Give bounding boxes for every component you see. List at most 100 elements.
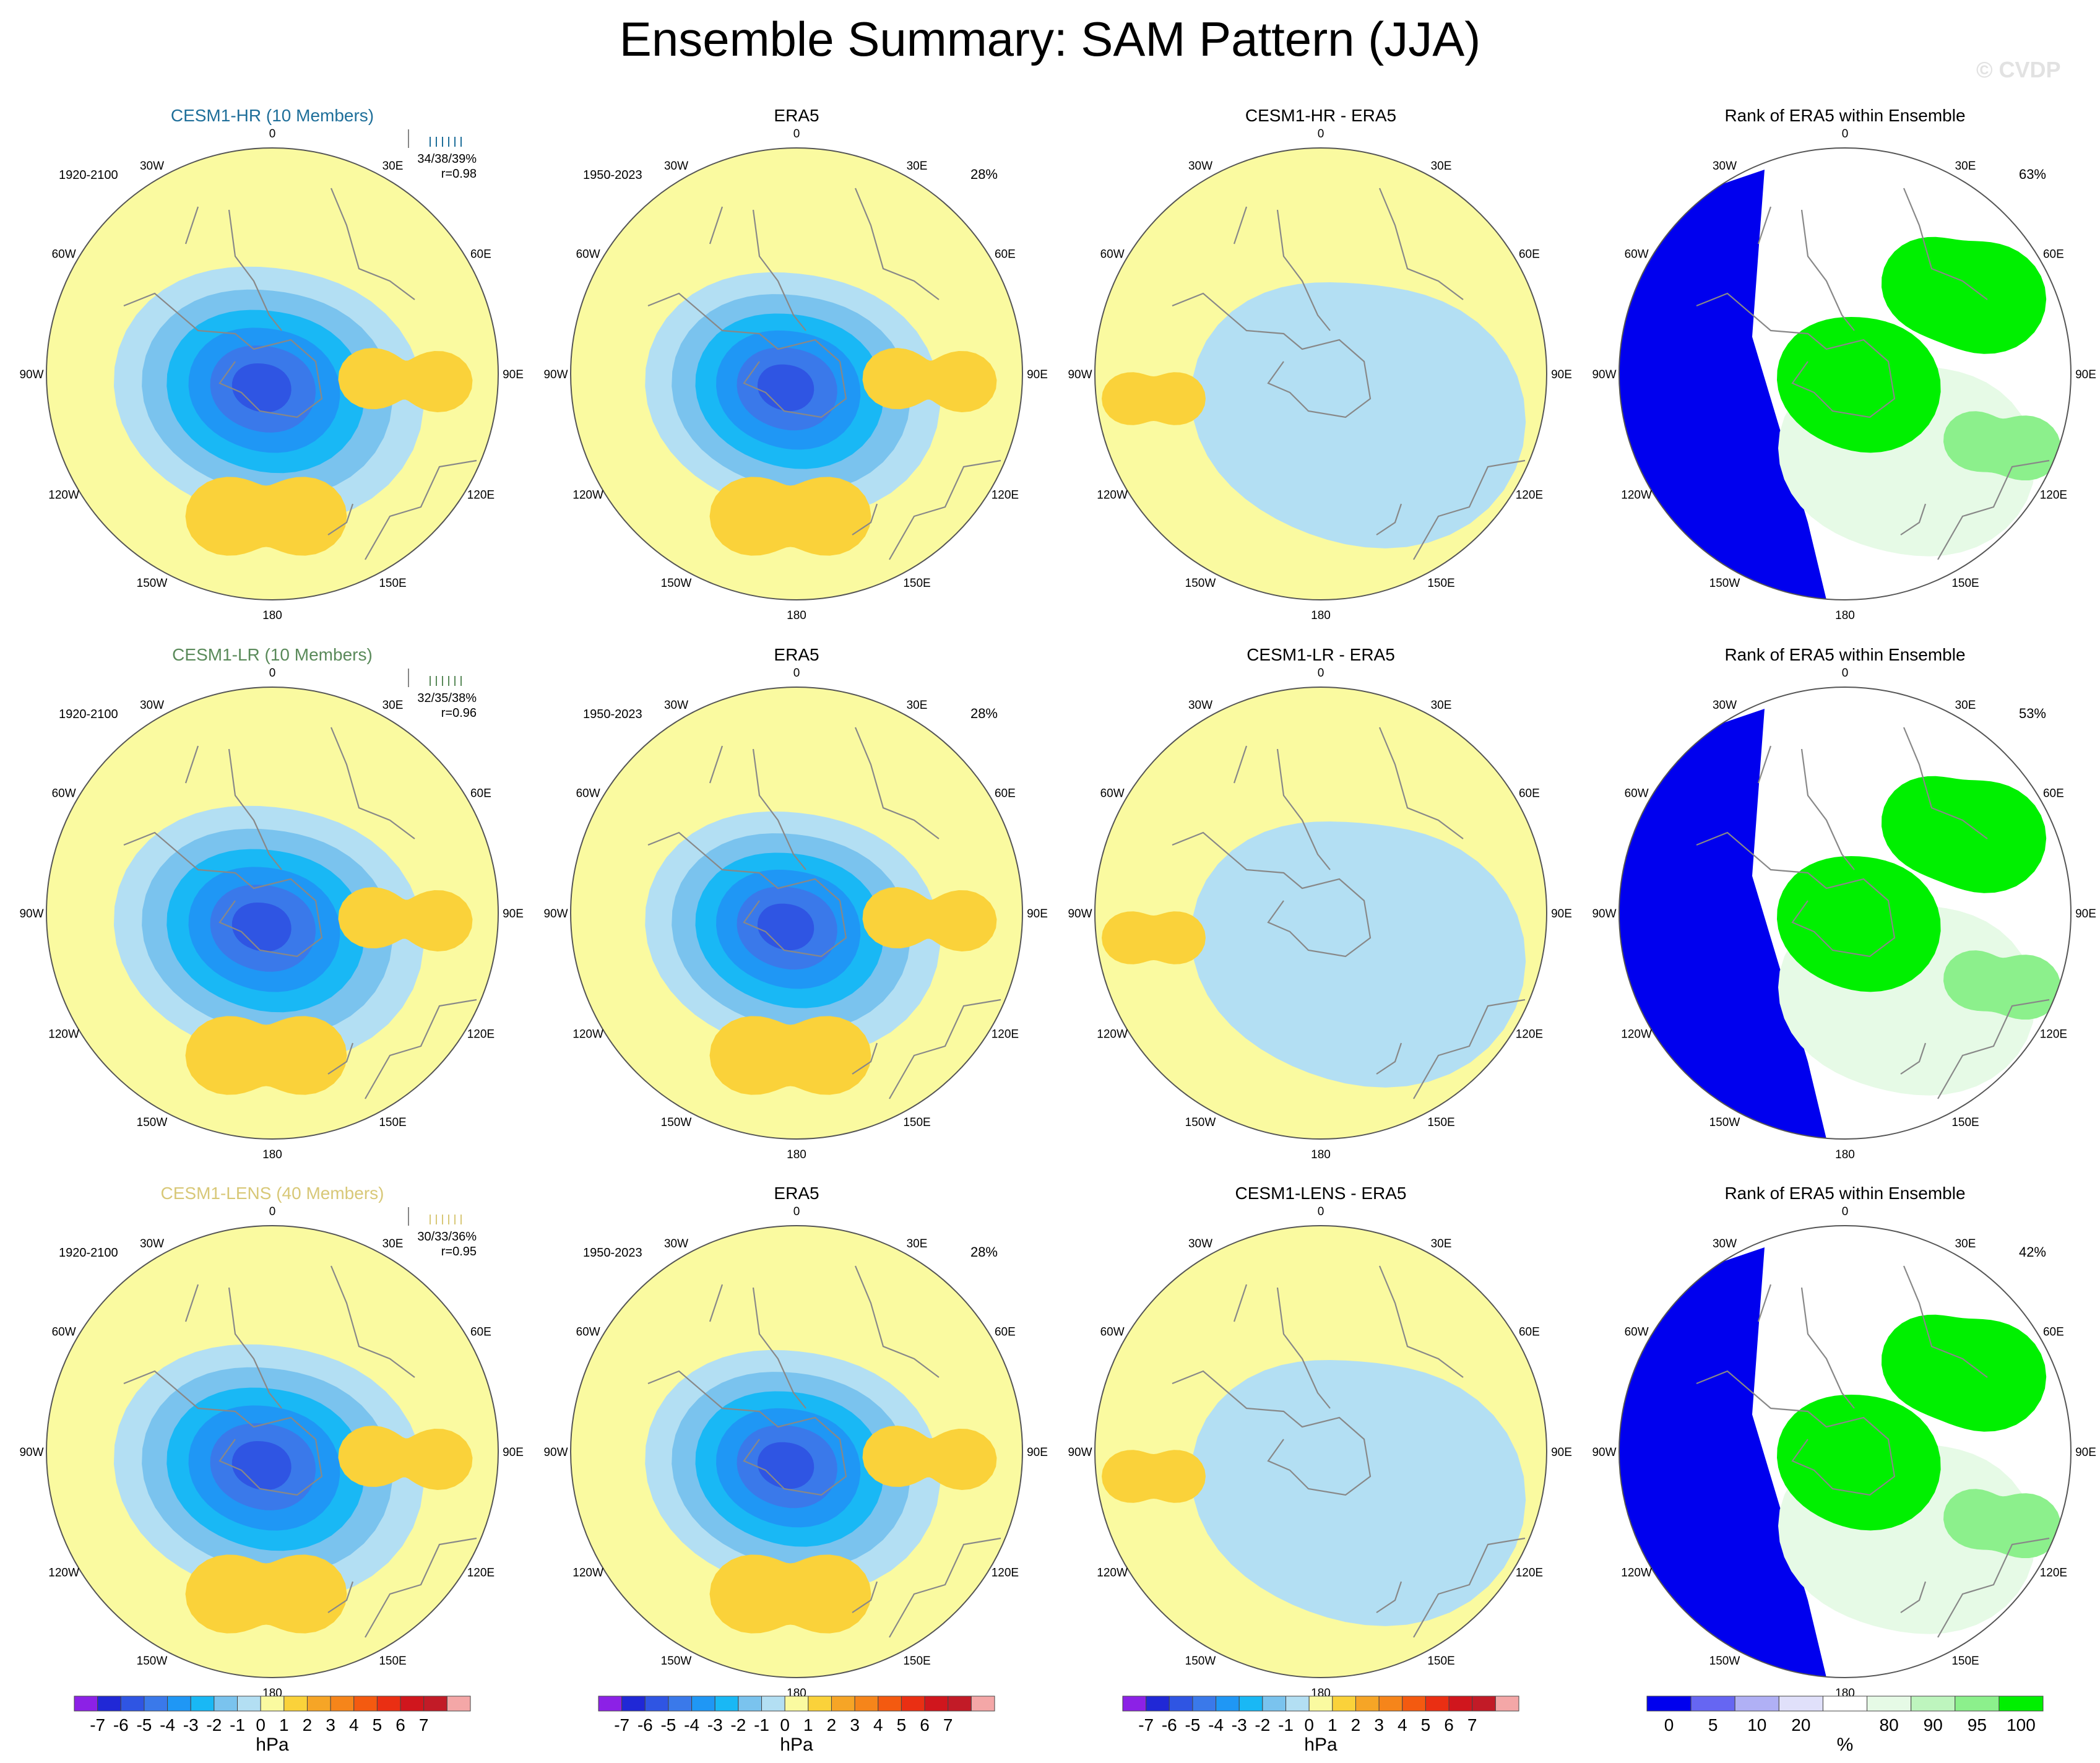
- colorbar-swatch: [831, 1696, 855, 1712]
- lon-label: 60W: [52, 248, 76, 261]
- lon-label: 120W: [1621, 1028, 1652, 1041]
- colorbar-swatch: [878, 1696, 902, 1712]
- figure-title: Ensemble Summary: SAM Pattern (JJA): [619, 12, 1481, 66]
- lon-label: 60E: [2043, 1326, 2064, 1339]
- lon-label: 60W: [1100, 787, 1125, 800]
- rank-high-region: [1882, 236, 2047, 354]
- map-field: [571, 1226, 1022, 1678]
- colorbar-swatch: [1332, 1696, 1356, 1712]
- lon-label: 150E: [379, 577, 406, 590]
- panel-title: Rank of ERA5 within Ensemble: [1724, 106, 1965, 125]
- lon-label: 60E: [995, 787, 1016, 800]
- colorbar-tick-label: 6: [1444, 1715, 1454, 1735]
- map-field: [46, 148, 498, 600]
- lon-label: 150W: [137, 577, 168, 590]
- coastline: [1696, 1265, 2050, 1638]
- lon-label: 90W: [19, 1446, 43, 1459]
- lon-label: 90E: [1551, 907, 1572, 920]
- coastline: [1696, 188, 2050, 560]
- lon-label: 90E: [503, 368, 524, 381]
- colorbar-swatch: [306, 1696, 331, 1712]
- contour-fill-pos1: [1102, 911, 1206, 964]
- colorbar-tick-label: 1: [803, 1715, 813, 1735]
- lon-label: 150W: [137, 1116, 168, 1129]
- variance-pct: 42%: [2019, 1244, 2046, 1260]
- coastline: [647, 188, 1001, 560]
- lon-label: 30E: [1431, 160, 1452, 173]
- colorbar-tick-label: 0: [1304, 1715, 1314, 1735]
- contour-fill-level--6: [231, 1441, 292, 1491]
- lon-label: 30E: [1955, 160, 1976, 173]
- lon-label: 90W: [1068, 907, 1092, 920]
- lon-label: 60E: [470, 787, 491, 800]
- lon-label: 30W: [1188, 160, 1212, 173]
- lon-label: 180: [1311, 609, 1331, 622]
- lon-label: 30W: [664, 699, 688, 712]
- contour-fill-pos1: [862, 348, 997, 412]
- lon-label: 150E: [1951, 577, 1979, 590]
- lon-label: 0: [793, 128, 800, 141]
- map-field: [1095, 148, 1547, 600]
- colorbar-tick-label: 7: [419, 1715, 429, 1735]
- map-boundary: [1094, 687, 1547, 1140]
- contour-fill-level--6: [231, 903, 292, 952]
- colorbar-tick-label: 4: [873, 1715, 883, 1735]
- map-panel-3-4: Rank of ERA5 within Ensemble 0 30E 60E 90E 12…: [1592, 1184, 2096, 1700]
- lon-label: 60W: [1625, 787, 1649, 800]
- period-label: 1920-2100: [59, 708, 118, 721]
- colorbar-unit-label: hPa: [1304, 1735, 1337, 1755]
- lon-label: 120W: [48, 489, 79, 502]
- lon-label: 120W: [1621, 489, 1652, 502]
- colorbar-swatch: [353, 1696, 378, 1712]
- lon-label: 120E: [467, 489, 495, 502]
- colorbar-swatch: [761, 1696, 785, 1712]
- period-label: 1920-2100: [59, 168, 118, 182]
- period-label: 1950-2023: [583, 708, 642, 721]
- map-field: [1619, 687, 2071, 1139]
- contour-fill-neg1: [1191, 1360, 1526, 1626]
- lon-label: 0: [269, 1205, 276, 1218]
- lon-label: 90E: [1551, 368, 1572, 381]
- map-field: [1095, 687, 1547, 1139]
- lon-label: 60E: [995, 248, 1016, 261]
- map-field: [46, 687, 498, 1139]
- rank-high-region: [1777, 1395, 1941, 1531]
- colorbar-tick-label: 10: [1747, 1715, 1766, 1735]
- lon-label: 60E: [2043, 787, 2064, 800]
- lon-label: 30W: [1713, 1237, 1737, 1250]
- lon-label: 120W: [1097, 489, 1128, 502]
- variance-pct: 63%: [2019, 167, 2046, 182]
- rank-low-region: [1619, 709, 1826, 1139]
- colorbar-unit-label: %: [1837, 1735, 1854, 1755]
- colorbar-tick-label: -1: [230, 1715, 245, 1735]
- lon-label: 30E: [1431, 699, 1452, 712]
- lon-label: 90W: [543, 907, 568, 920]
- lon-label: 60E: [470, 248, 491, 261]
- colorbar-swatch: [74, 1696, 98, 1712]
- map-panel-1-4: Rank of ERA5 within Ensemble 0 30E 60E 90E 12…: [1592, 106, 2096, 622]
- lon-label: 60W: [1625, 1326, 1649, 1339]
- colorbar-swatch: [1169, 1696, 1193, 1712]
- period-label: 1950-2023: [583, 168, 642, 182]
- colorbar-swatch: [283, 1696, 308, 1712]
- map-field: [1619, 148, 2071, 600]
- colorbar-tick-label: -3: [1232, 1715, 1247, 1735]
- map-boundary: [1618, 687, 2072, 1140]
- coastline: [1696, 727, 2050, 1099]
- colorbar-swatch: [1778, 1696, 1823, 1712]
- lon-label: 0: [269, 128, 276, 141]
- lon-label: 120E: [992, 1028, 1019, 1041]
- lon-label: 90W: [1068, 368, 1092, 381]
- map-field: [46, 1226, 498, 1678]
- lon-label: 30W: [1188, 699, 1212, 712]
- colorbar-swatch: [1216, 1696, 1240, 1712]
- lon-label: 150W: [1185, 1655, 1216, 1668]
- colorbar-tick-label: 2: [1351, 1715, 1361, 1735]
- lon-label: 150W: [1709, 577, 1740, 590]
- colorbar-tick-label: 7: [943, 1715, 953, 1735]
- coastline: [123, 188, 477, 560]
- contour-fill-pos1: [185, 1016, 347, 1095]
- colorbar-swatch: [598, 1696, 623, 1712]
- colorbar-swatch: [1192, 1696, 1217, 1712]
- lon-label: 30E: [907, 160, 928, 173]
